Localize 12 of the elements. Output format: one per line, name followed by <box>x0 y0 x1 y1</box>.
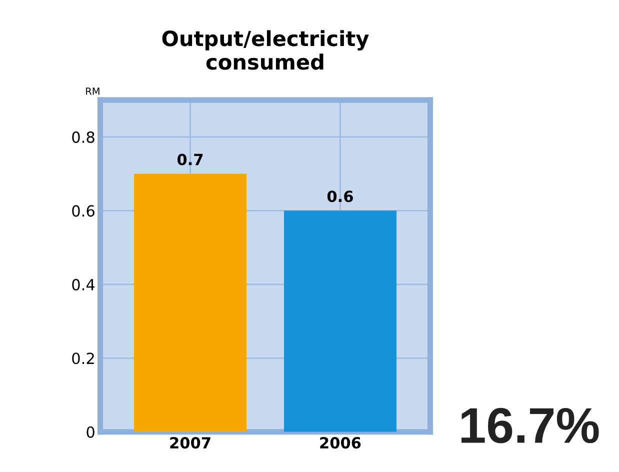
y-tick-label: 0.6 <box>72 205 94 217</box>
y-tick-label: 0 <box>86 426 94 438</box>
x-tick-label: 2007 <box>170 437 210 449</box>
x-tick-label: 2006 <box>320 437 361 449</box>
y-axis-title: RM <box>86 88 100 95</box>
y-tick-label: 0.4 <box>72 278 95 290</box>
data-label: 0.7 <box>177 154 203 166</box>
y-tick-label: 0.2 <box>72 352 94 364</box>
data-label: 0.6 <box>327 190 353 202</box>
text: 16.7% <box>462 408 599 444</box>
y-tick-label: 0.8 <box>72 131 94 143</box>
chart-title: Output/electricity consumed <box>162 30 369 70</box>
